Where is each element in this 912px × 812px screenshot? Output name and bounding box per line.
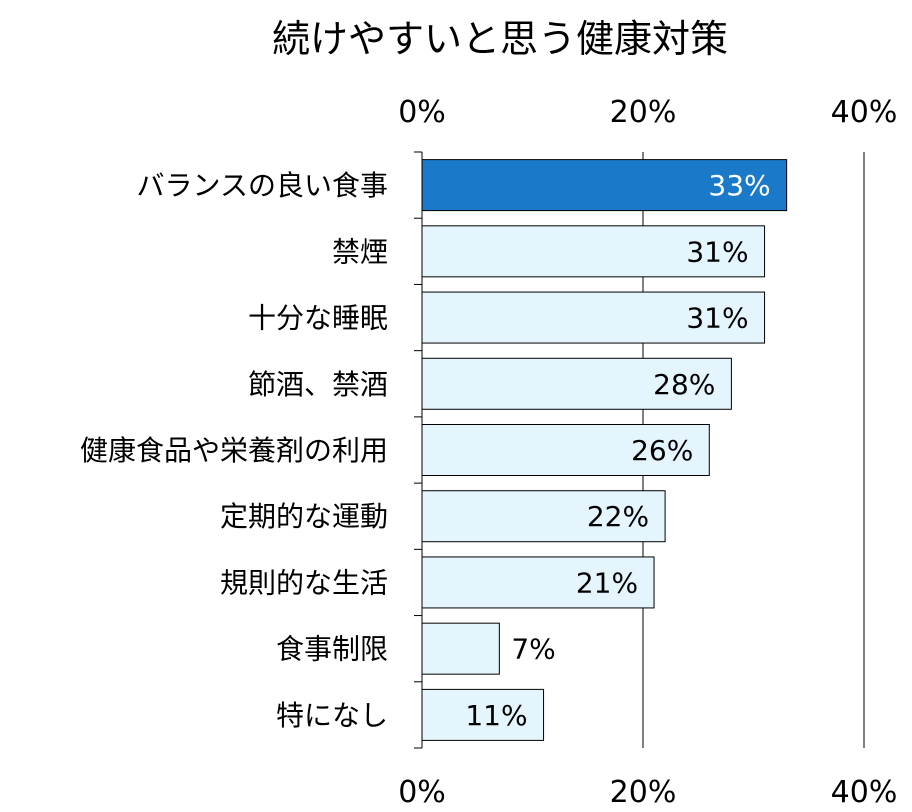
- bar: [421, 357, 732, 410]
- x-tick-label: 40%: [831, 775, 898, 810]
- value-label: 22%: [587, 500, 649, 533]
- bar: [421, 159, 788, 212]
- category-label: 節酒、禁酒: [248, 368, 388, 401]
- value-label: 28%: [653, 368, 715, 401]
- value-label: 11%: [465, 699, 527, 732]
- value-label: 26%: [631, 434, 693, 467]
- category-label: 食事制限: [276, 633, 388, 666]
- bar: [421, 622, 500, 675]
- category-label: 十分な睡眠: [248, 302, 388, 335]
- category-label: バランスの良い食事: [137, 169, 388, 202]
- bar: [421, 490, 666, 543]
- bar: [421, 688, 545, 741]
- category-label: 禁煙: [332, 235, 388, 268]
- x-tick-labels-top: 0% 20% 40%: [398, 95, 897, 130]
- category-label: 定期的な運動: [220, 500, 388, 533]
- bar: [421, 291, 766, 344]
- x-tick-label: 20%: [610, 775, 677, 810]
- bars: [421, 159, 788, 741]
- value-label: 31%: [686, 302, 748, 335]
- x-tick-labels-bottom: 0% 20% 40%: [398, 775, 897, 810]
- category-axis: [414, 151, 422, 749]
- x-tick-label: 40%: [831, 95, 898, 130]
- x-tick-label: 0%: [398, 775, 446, 810]
- chart-title: 続けやすいと思う健康対策: [272, 17, 728, 61]
- value-label: 7%: [511, 633, 555, 666]
- value-labels: 33% 31% 31% 28% 26% 22% 21% 7% 11%: [465, 169, 770, 732]
- category-label: 規則的な生活: [220, 566, 388, 599]
- bar: [421, 225, 766, 278]
- value-label: 31%: [686, 235, 748, 268]
- x-tick-label: 20%: [610, 95, 677, 130]
- category-label: 特になし: [276, 699, 388, 732]
- value-label: 33%: [708, 169, 770, 202]
- x-tick-label: 0%: [398, 95, 446, 130]
- bar: [421, 424, 710, 476]
- bar: [421, 556, 655, 609]
- category-label: 健康食品や栄養剤の利用: [80, 434, 388, 467]
- category-labels: バランスの良い食事禁煙十分な睡眠節酒、禁酒健康食品や栄養剤の利用定期的な運動規則…: [80, 169, 388, 732]
- value-label: 21%: [576, 566, 638, 599]
